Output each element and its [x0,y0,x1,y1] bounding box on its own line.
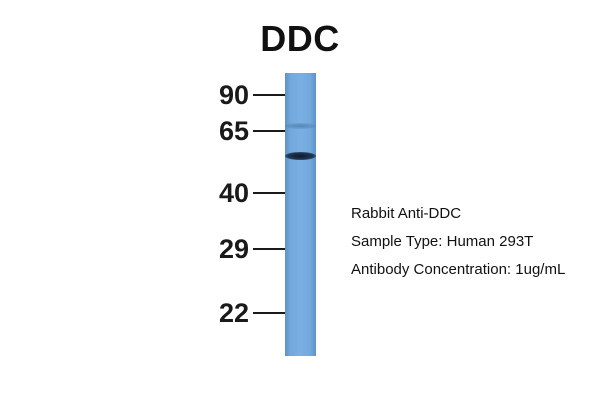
marker-tick [253,312,285,314]
marker-40: 40 [205,178,285,208]
marker-label: 40 [218,178,249,208]
blot-title: DDC [260,18,340,59]
antibody-label: Rabbit Anti-DDC [351,205,462,222]
marker-label: 90 [218,80,249,110]
marker-65: 65 [205,116,285,146]
concentration-label: Antibody Concentration: 1ug/mL [351,261,566,278]
sample-type-label: Sample Type: Human 293T [351,233,534,250]
marker-tick [253,130,285,132]
marker-label: 29 [218,234,249,264]
marker-29: 29 [205,234,285,264]
faint-band [285,123,316,129]
marker-tick [253,94,285,96]
marker-90: 90 [205,80,285,110]
marker-label: 22 [218,298,249,328]
blot-lane [285,73,316,356]
marker-label: 65 [218,116,249,146]
main-band [285,152,316,160]
marker-tick [253,248,285,250]
marker-tick [253,192,285,194]
marker-22: 22 [205,298,285,328]
